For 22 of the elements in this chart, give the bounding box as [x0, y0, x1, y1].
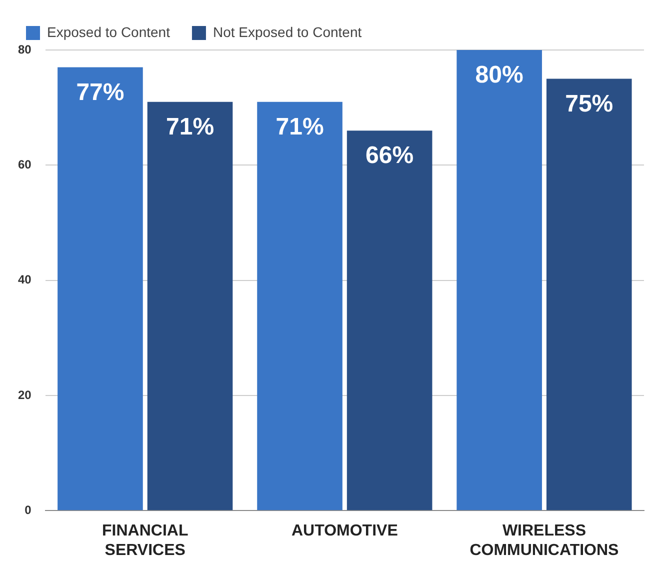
data-label: 71%	[276, 113, 324, 140]
y-tick-label: 80	[18, 42, 32, 56]
data-label: 77%	[76, 78, 124, 106]
data-label: 71%	[166, 113, 214, 140]
legend-label: Not Exposed to Content	[212, 24, 362, 40]
data-label: 75%	[565, 90, 614, 118]
bar	[456, 50, 542, 510]
y-tick-label: 0	[24, 502, 32, 517]
x-tick-label: FINANCIAL SERVICES	[102, 522, 188, 559]
data-label: 80%	[475, 62, 524, 89]
bar	[546, 78, 632, 510]
legend-label: Exposed to Content	[47, 24, 170, 40]
x-tick-label: AUTOMOTIVE	[291, 522, 398, 540]
bar	[58, 67, 143, 510]
x-tick-label: WIRELESS COMMUNICATIONS	[470, 522, 620, 559]
bar	[147, 102, 233, 510]
y-tick-label: 60	[18, 157, 32, 172]
bar	[257, 102, 342, 510]
y-tick-label: 20	[18, 388, 32, 402]
data-label: 66%	[366, 142, 414, 170]
y-tick-label: 40	[18, 272, 32, 287]
bar	[346, 130, 432, 510]
